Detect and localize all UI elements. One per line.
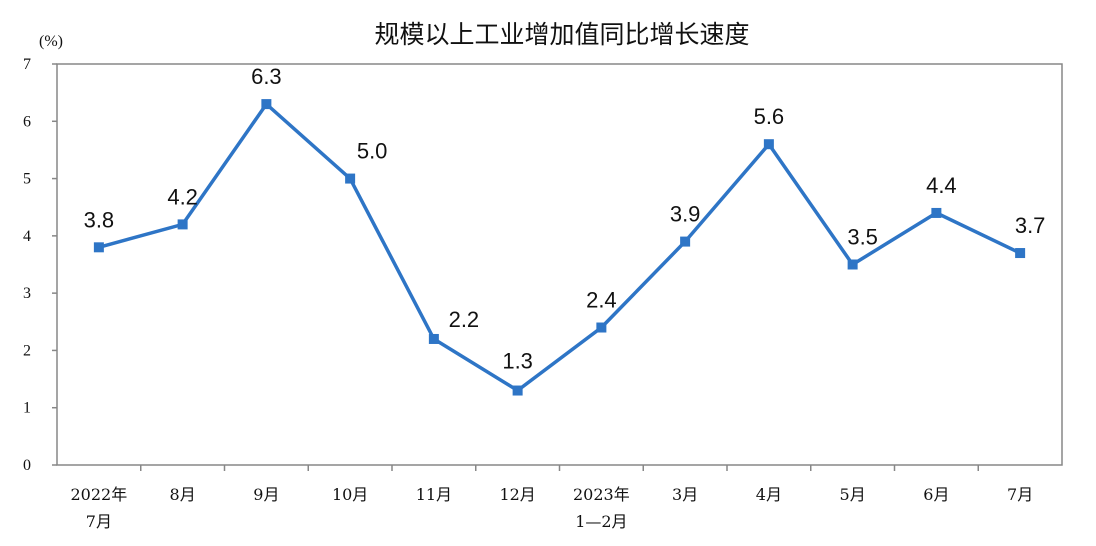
data-label: 4.4	[926, 173, 957, 198]
data-label: 4.2	[167, 184, 198, 209]
x-tick-label: 4月	[756, 485, 782, 504]
data-label: 1.3	[502, 349, 533, 374]
data-label: 2.4	[586, 288, 617, 313]
series-line	[98, 101, 1021, 393]
x-tick-label: 10月	[332, 485, 368, 504]
plot-area-frame	[56, 63, 1063, 466]
series-line-layer	[98, 101, 1021, 393]
x-tick-label: 11月	[416, 485, 452, 504]
x-tick-label: 2023年	[573, 485, 630, 504]
data-point	[596, 322, 607, 333]
data-point-layer	[93, 99, 1026, 396]
y-tick-label: 1	[23, 400, 31, 417]
y-tick-label: 2	[23, 342, 31, 359]
y-tick-label: 4	[23, 228, 31, 245]
data-point	[680, 236, 691, 247]
data-label: 2.2	[449, 307, 480, 332]
data-point	[931, 207, 942, 218]
x-tick-label: 9月	[253, 485, 279, 504]
data-label: 3.8	[84, 207, 115, 232]
x-tick-label: 1—2月	[575, 512, 627, 531]
y-tick-label: 6	[23, 113, 31, 130]
x-tick-label: 8月	[170, 485, 196, 504]
data-point	[847, 259, 858, 270]
chart-title: 规模以上工业增加值同比增长速度	[374, 20, 749, 49]
data-point	[345, 173, 356, 184]
data-point	[177, 219, 188, 230]
data-point	[512, 385, 523, 396]
x-tick-label: 2022年	[71, 485, 128, 504]
data-label: 3.5	[847, 225, 878, 250]
y-tick-label: 3	[23, 285, 31, 302]
data-point	[428, 333, 439, 344]
y-tick-label: 7	[23, 56, 31, 73]
y-tick-label: 5	[23, 171, 31, 188]
x-tick-label: 7月	[1007, 485, 1033, 504]
axis-layer: 0 1 2 3 4 5 6 7 2022年 7月 8月 9月 10月 11月 12月 2023年 1—2月 3月 4…	[23, 56, 1033, 531]
data-label: 6.3	[251, 64, 282, 89]
x-tick-label: 7月	[86, 512, 112, 531]
data-label-layer: 3.8 4.2 6.3 5.0 2.2 1.3 2.4 3.9 5.6 3.5 4.4 3.7	[84, 64, 1046, 373]
data-point	[763, 139, 774, 150]
data-label: 5.0	[357, 139, 388, 164]
data-label: 3.9	[670, 202, 701, 227]
data-point	[93, 242, 104, 253]
x-tick-label: 12月	[499, 485, 535, 504]
data-point	[261, 99, 272, 110]
x-tick-label: 6月	[923, 485, 949, 504]
data-point	[1015, 248, 1026, 259]
data-label: 3.7	[1015, 213, 1046, 238]
y-tick-label: 0	[23, 457, 31, 474]
y-axis-unit-label: (%)	[39, 33, 63, 50]
x-tick-label: 5月	[840, 485, 866, 504]
x-tick-label: 3月	[672, 485, 698, 504]
data-label: 5.6	[754, 104, 785, 129]
